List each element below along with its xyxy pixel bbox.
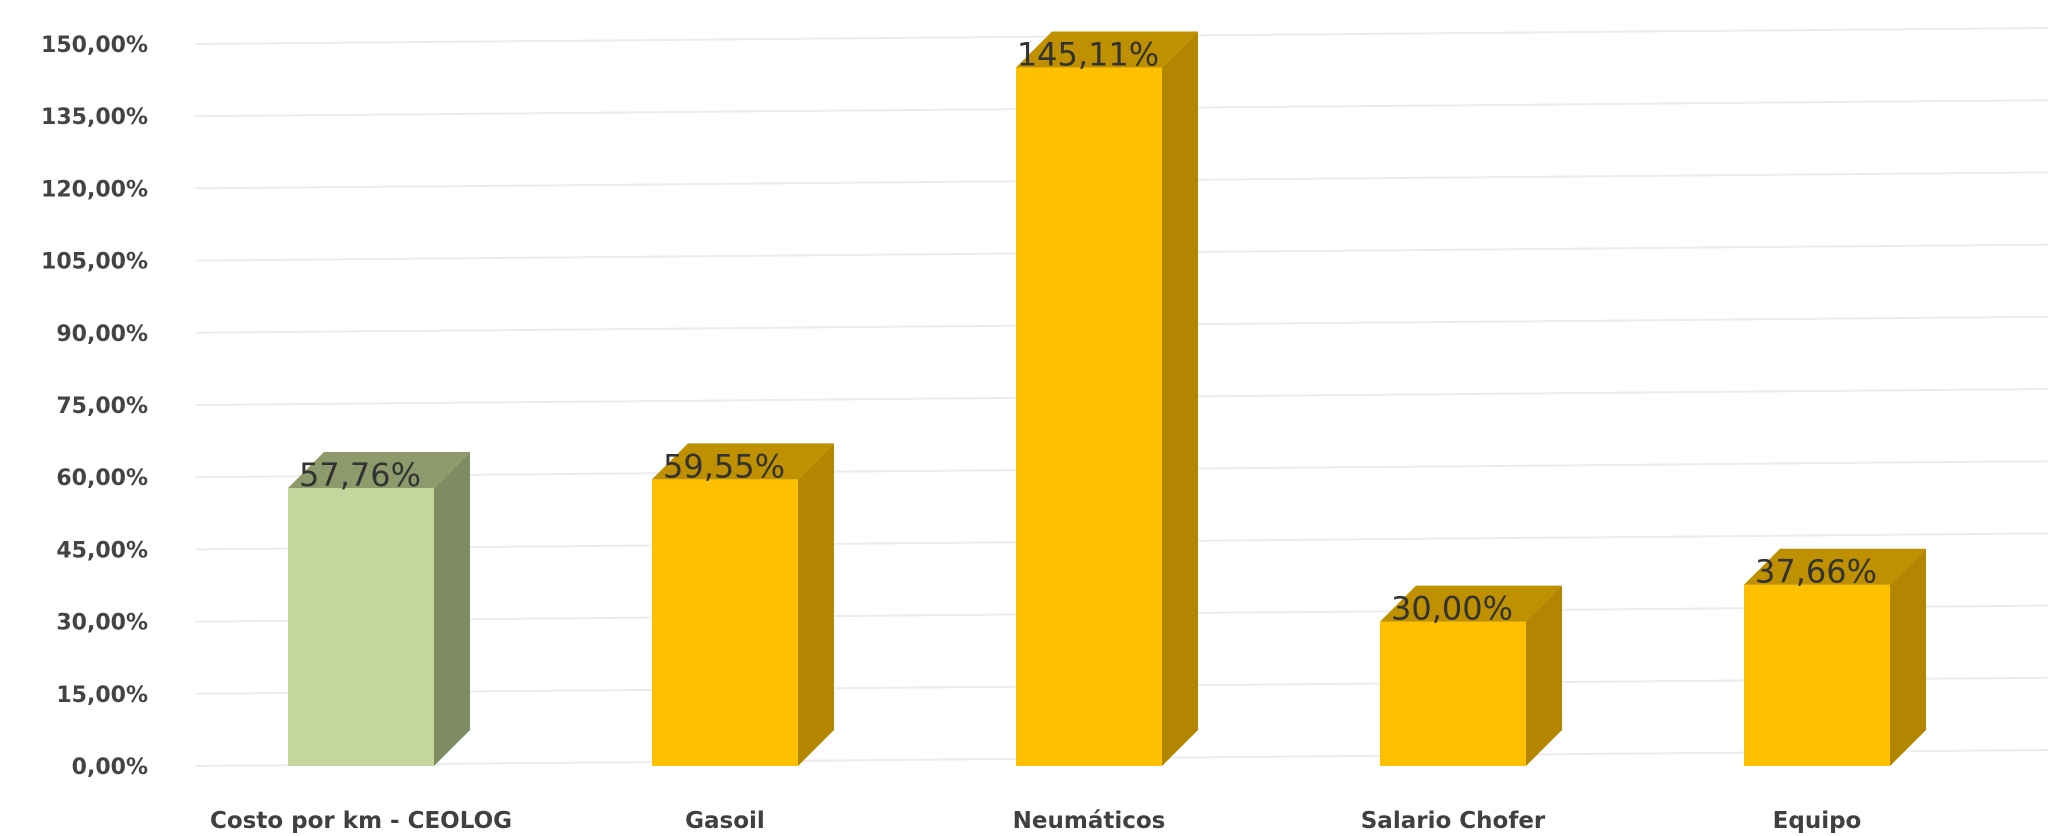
y-tick-label: 90,00% bbox=[56, 322, 148, 347]
bar-front-face bbox=[1744, 584, 1890, 766]
y-tick-label: 15,00% bbox=[56, 683, 148, 708]
bar-front-face bbox=[288, 487, 434, 766]
y-tick-label: 45,00% bbox=[56, 538, 148, 563]
bar-top-face bbox=[1744, 548, 1926, 585]
bar-top-face bbox=[1016, 31, 1198, 68]
bar: 145,11% bbox=[1016, 31, 1198, 766]
bar-side-face bbox=[798, 443, 834, 766]
bar: 57,76% bbox=[288, 451, 470, 766]
bar: 37,66% bbox=[1744, 548, 1926, 766]
category-label: Neumáticos bbox=[1013, 808, 1166, 834]
bar-side-face bbox=[434, 451, 470, 766]
category-label: Costo por km - CEOLOG bbox=[210, 808, 512, 834]
y-tick-label: 60,00% bbox=[56, 466, 148, 491]
bar-front-face bbox=[652, 479, 798, 766]
bar-top-face bbox=[1380, 585, 1562, 622]
category-label: Equipo bbox=[1773, 808, 1862, 834]
bars: 57,76% 59,55% 145,11% 30,00% 37,66% bbox=[288, 31, 1926, 766]
y-tick-label: 0,00% bbox=[72, 755, 148, 780]
y-tick-label: 150,00% bbox=[41, 33, 148, 58]
y-axis: 0,00% 15,00% 30,00% 45,00% 60,00% 75,00% 90,00… bbox=[41, 33, 148, 780]
y-tick-label: 120,00% bbox=[41, 177, 148, 202]
bar-top-face bbox=[652, 443, 834, 480]
data-label: 30,00% bbox=[1391, 590, 1513, 628]
y-tick-label: 105,00% bbox=[41, 250, 148, 275]
category-label: Salario Chofer bbox=[1361, 808, 1546, 834]
bar: 30,00% bbox=[1380, 585, 1562, 766]
category-label: Gasoil bbox=[685, 808, 765, 834]
data-label: 145,11% bbox=[1017, 36, 1159, 74]
y-tick-label: 30,00% bbox=[56, 611, 148, 636]
bar-front-face bbox=[1016, 67, 1162, 766]
data-label: 37,66% bbox=[1755, 553, 1877, 591]
bar-top-face bbox=[288, 451, 470, 488]
data-label: 57,76% bbox=[299, 456, 421, 494]
y-tick-label: 135,00% bbox=[41, 105, 148, 130]
x-axis: Costo por km - CEOLOG Gasoil Neumáticos Sal… bbox=[210, 808, 1861, 834]
bar: 59,55% bbox=[652, 443, 834, 766]
data-label: 59,55% bbox=[663, 447, 785, 485]
bar-side-face bbox=[1890, 548, 1926, 766]
bar-front-face bbox=[1380, 621, 1526, 766]
y-tick-label: 75,00% bbox=[56, 394, 148, 419]
bar-side-face bbox=[1162, 31, 1198, 766]
bar-side-face bbox=[1526, 585, 1562, 766]
